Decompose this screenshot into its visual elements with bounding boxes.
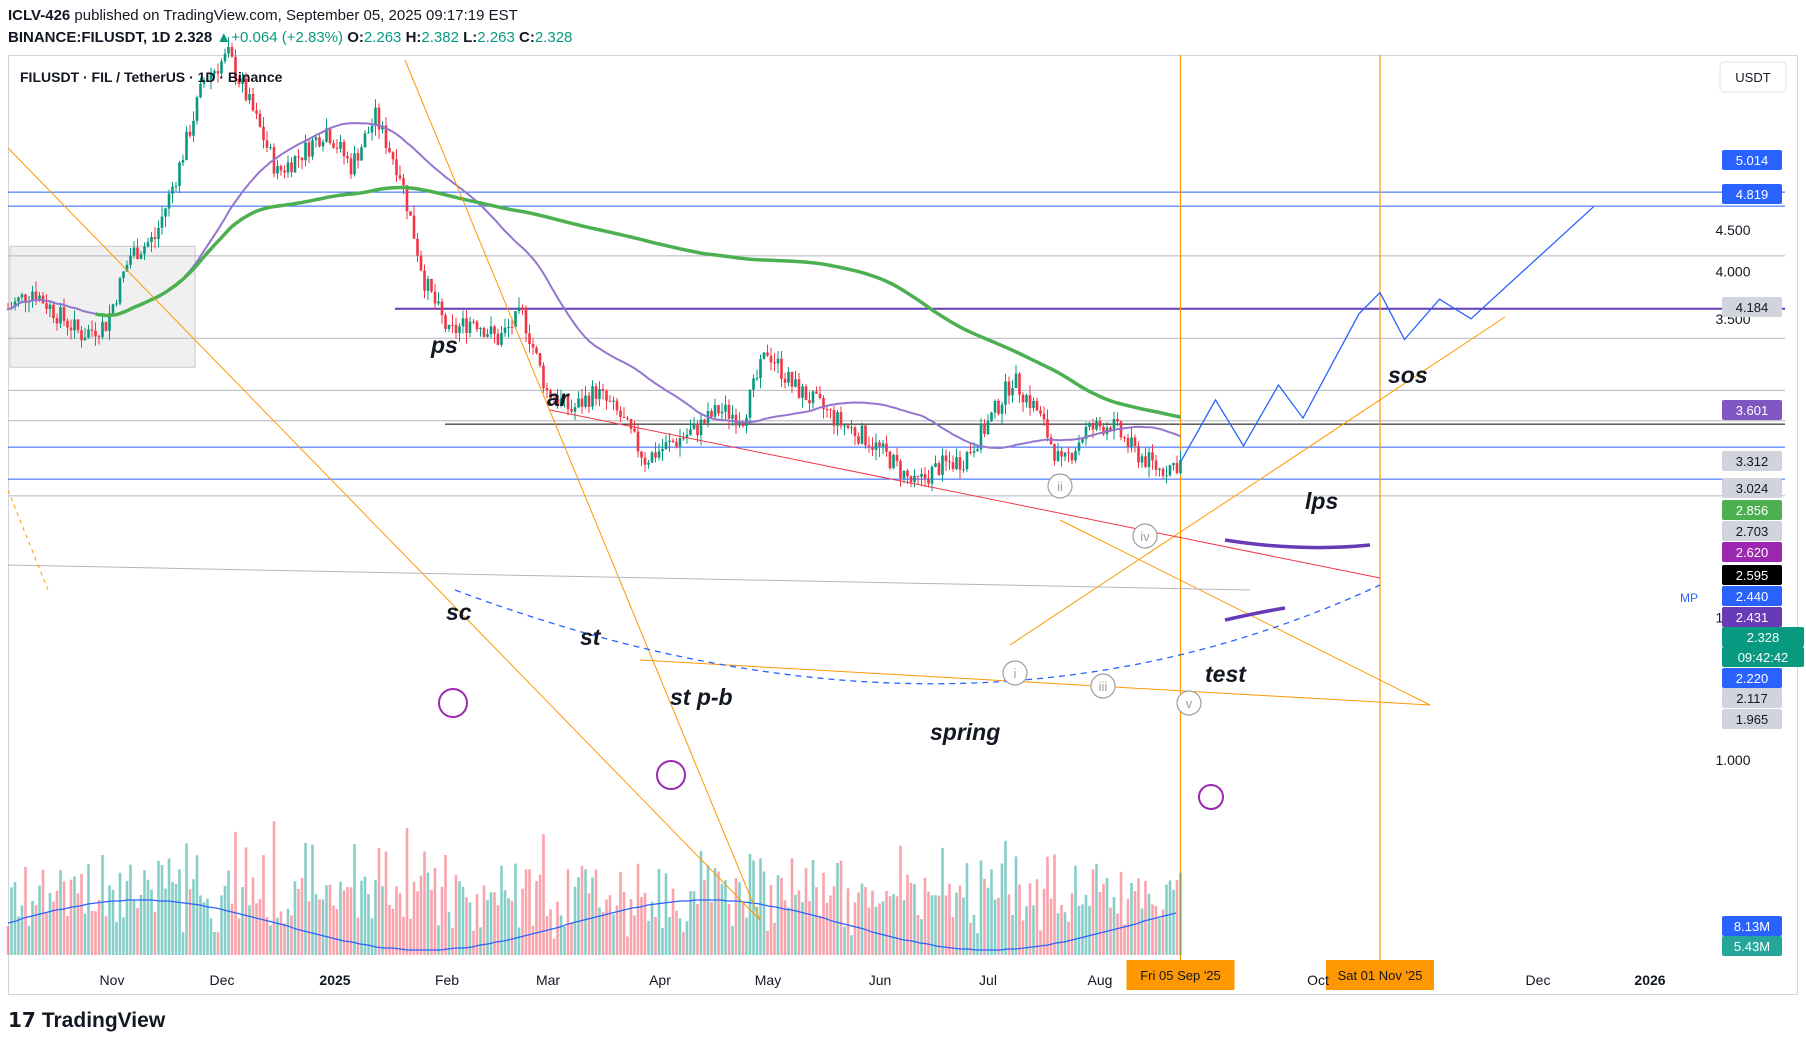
low-label: L:: [463, 29, 478, 46]
price-change: +0.064 (+2.83%): [231, 29, 344, 46]
open-value: 2.263: [363, 29, 402, 46]
brand-name: TradingView: [41, 1008, 166, 1032]
tradingview-brand: 𝟭𝟳 TradingView: [8, 1008, 165, 1033]
up-arrow-icon: ▲: [216, 29, 232, 46]
close-label: C:: [519, 29, 535, 46]
symbol-line: BINANCE:FILUSDT, 1D: [8, 29, 171, 46]
last-price: 2.328: [174, 29, 213, 46]
candle-body: [227, 46, 230, 54]
high-value: 2.382: [421, 29, 459, 46]
publish-text: published on TradingView.com, September …: [74, 7, 518, 24]
tradingview-logo-icon: 𝟭𝟳: [8, 1010, 36, 1032]
high-label: H:: [405, 29, 422, 46]
ohlc-header: BINANCE:FILUSDT, 1D 2.328 ▲+0.064 (+2.83…: [8, 29, 572, 46]
close-value: 2.328: [534, 29, 573, 46]
chart-frame: [8, 55, 1798, 995]
publish-info: ICLV-426 published on TradingView.com, S…: [8, 7, 518, 24]
open-label: O:: [347, 29, 364, 46]
publisher-name: ICLV-426: [8, 7, 71, 24]
low-value: 2.263: [477, 29, 515, 46]
